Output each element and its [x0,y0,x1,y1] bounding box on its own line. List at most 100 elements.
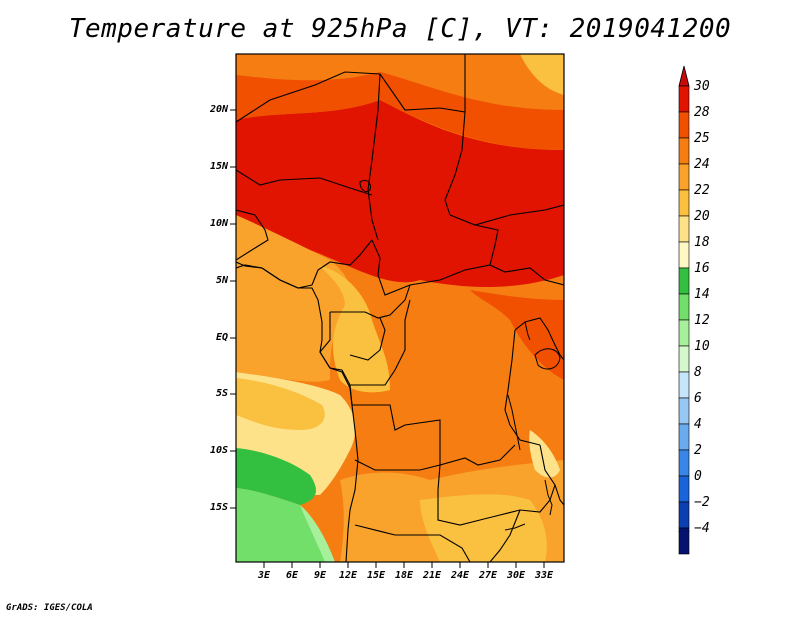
border-line [437,464,481,526]
region-cool-south [420,494,547,562]
map-frame [235,53,565,563]
lat-label-5s: 5S [215,388,228,399]
colorbar-label: 28 [694,105,710,120]
colorbar-swatch [678,371,690,399]
colorbar-label: 24 [694,157,710,172]
colorbar-label: 8 [694,365,702,380]
lon-ticks [263,562,545,568]
lat-label-eq: EQ [215,332,228,343]
region-green-light [300,505,335,562]
colorbar-swatch [678,527,690,555]
colorbar-label: −4 [694,521,710,536]
border-line [504,329,541,446]
lon-label-15e: 15E [366,570,386,581]
border-line [330,284,411,319]
lakes [359,179,561,531]
lake-albert [524,321,531,341]
colorbar-label: 16 [694,261,710,276]
colorbar-label: 22 [694,183,710,198]
colorbar [678,65,690,555]
region-mild-west [236,215,353,382]
region-green-dark [236,448,316,505]
lon-label-24e: 24E [450,570,470,581]
colorbar-swatch [678,475,690,503]
lat-label-10n: 10N [209,218,228,229]
border-line [349,384,516,466]
region-cooler-southeast [529,430,560,478]
border-line [539,444,564,506]
region-very-warm-north [236,72,564,150]
colorbar-label: −2 [694,495,710,510]
region-cool-southwest [236,378,325,430]
lat-label-20n: 20N [209,104,228,115]
colorbar-swatch [678,215,690,243]
colorbar-label: 10 [694,339,710,354]
colorbar-swatch [678,137,690,165]
border-line [236,169,373,196]
lake-tanganyika [507,394,521,451]
temperature-field [236,54,564,562]
region-warm-congo [390,296,516,444]
border-line [354,459,441,471]
border-line [354,524,471,562]
region-cool-central [318,265,390,393]
grads-credit: GrADS: IGES/COLA [6,603,93,613]
lake-malawi [544,479,553,516]
colorbar-swatch [678,449,690,477]
coastline [236,261,359,562]
lake-victoria [534,348,561,370]
lon-label-3e: 3E [257,570,271,581]
border-line [311,239,373,286]
lon-label-21e: 21E [422,570,442,581]
border-line [474,224,499,266]
colorbar-swatch [678,293,690,321]
lon-label-9e: 9E [313,570,327,581]
colorbar-swatch [678,241,690,269]
colorbar-swatch [678,423,690,451]
colorbar-swatch [678,163,690,191]
lake-chad [359,179,371,193]
lat-ticks [230,109,236,509]
border-line [367,73,381,241]
lat-label-5n: 5N [215,275,228,286]
colorbar-label: 0 [694,469,702,484]
region-hot-north [236,100,564,287]
region-very-warm-east [470,290,564,380]
colorbar-swatch [678,111,690,139]
border-line [236,209,269,261]
border-line [479,484,556,521]
colorbar-label: 4 [694,417,702,432]
colorbar-label: 20 [694,209,710,224]
border-line [449,204,564,226]
colorbar-label: 18 [694,235,710,250]
lake-kariba [504,523,526,531]
colorbar-label: 12 [694,313,710,328]
colorbar-swatch [678,189,690,217]
lon-label-33e: 33E [534,570,554,581]
region-cool-northeast [520,54,564,95]
colorbar-swatch [678,397,690,425]
colorbar-label: 6 [694,391,702,406]
border-line [349,317,386,361]
lon-label-18e: 18E [394,570,414,581]
colorbar-swatch [678,267,690,295]
lon-label-12e: 12E [338,570,358,581]
lon-label-6e: 6E [285,570,299,581]
colorbar-swatch [678,501,690,529]
lat-label-10s: 10S [209,445,228,456]
border-line [444,111,466,216]
border-line [489,509,521,562]
border-line [371,239,564,296]
colorbar-swatch [678,319,690,347]
colorbar-label: 30 [694,79,710,94]
lat-label-15s: 15S [209,502,228,513]
lon-label-27e: 27E [478,570,498,581]
map-title: Temperature at 925hPa [C], VT: 201904120… [68,14,732,44]
lon-label-30e: 30E [506,570,526,581]
colorbar-label: 14 [694,287,710,302]
colorbar-swatch [678,345,690,373]
lat-label-15n: 15N [209,161,228,172]
colorbar-label: 2 [694,443,702,458]
colorbar-label: 25 [694,131,710,146]
